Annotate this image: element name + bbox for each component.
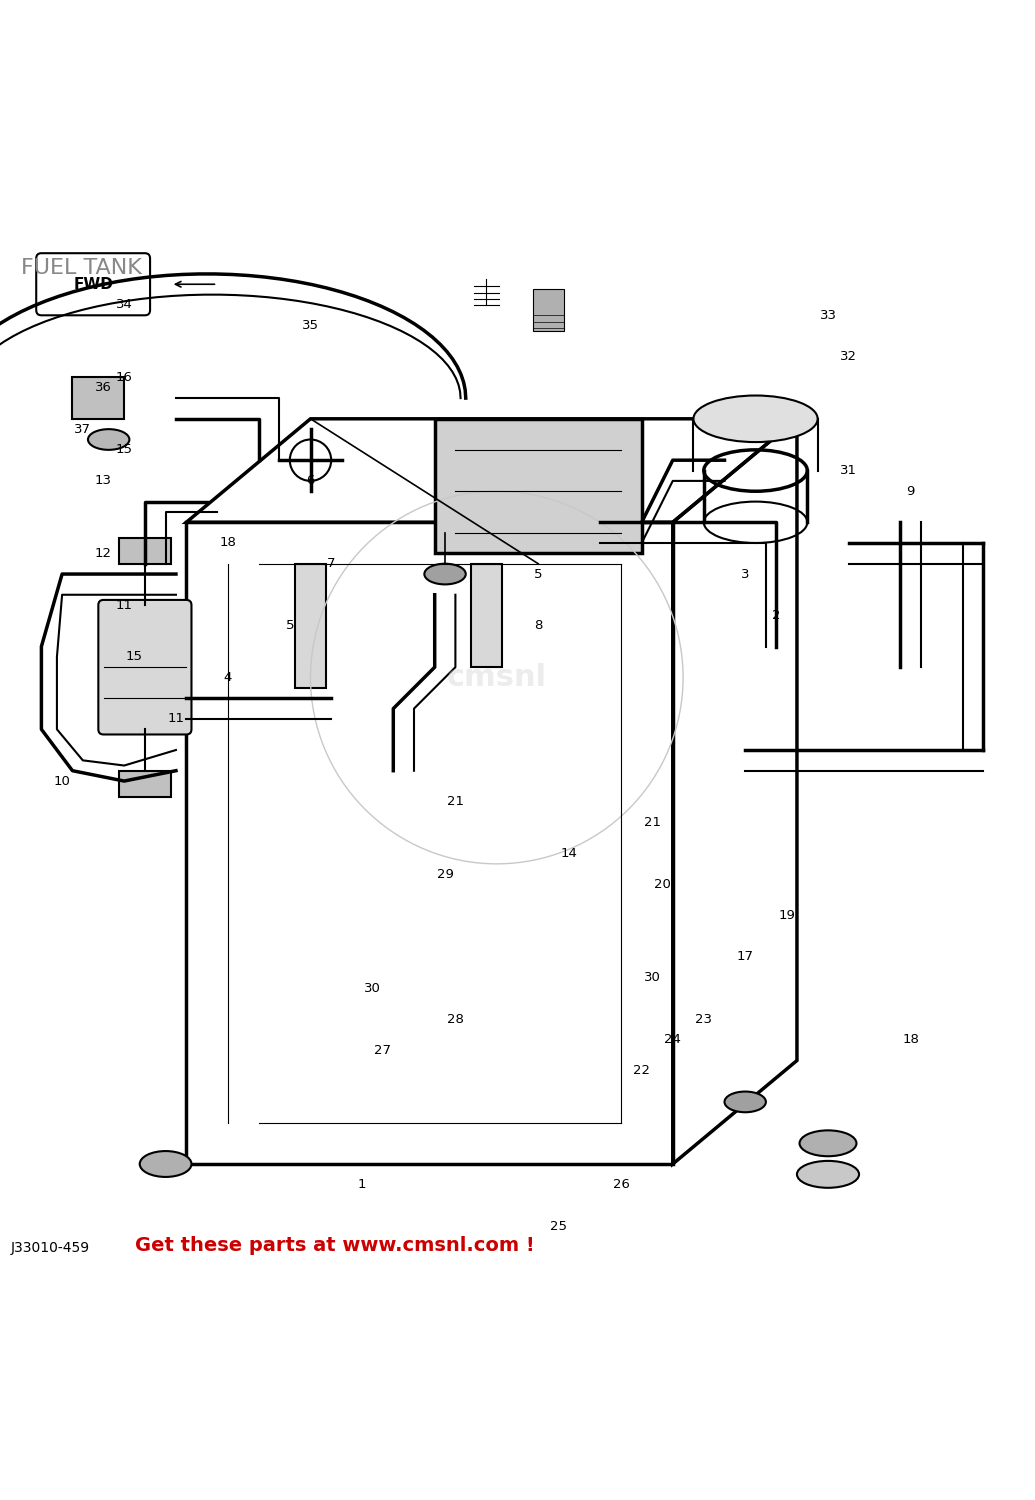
Text: 12: 12 [95, 548, 112, 560]
Text: J33010-459: J33010-459 [10, 1240, 89, 1256]
Text: 14: 14 [561, 847, 578, 859]
Text: 35: 35 [302, 320, 319, 332]
Text: 22: 22 [633, 1065, 650, 1077]
Text: 37: 37 [75, 423, 91, 435]
Text: 17: 17 [737, 951, 753, 963]
Bar [435, 419, 642, 554]
Text: 32: 32 [840, 350, 857, 363]
Ellipse shape [693, 396, 818, 442]
Text: 5: 5 [286, 620, 294, 633]
Text: 24: 24 [664, 1034, 681, 1047]
Text: 4: 4 [224, 670, 232, 684]
Text: 11: 11 [116, 598, 132, 612]
Text: 34: 34 [116, 298, 132, 312]
Text: 11: 11 [168, 712, 184, 726]
Text: 1: 1 [358, 1178, 366, 1191]
Bar [295, 564, 326, 688]
Text: 27: 27 [375, 1044, 391, 1056]
Text: 18: 18 [903, 1034, 919, 1047]
Bar [72, 378, 124, 419]
Text: 15: 15 [126, 651, 143, 663]
Ellipse shape [424, 564, 466, 585]
Text: Get these parts at www.cmsnl.com !: Get these parts at www.cmsnl.com ! [135, 1236, 534, 1256]
Text: 21: 21 [447, 795, 464, 808]
Text: 8: 8 [534, 620, 542, 633]
Text: 31: 31 [840, 464, 857, 477]
Text: 6: 6 [306, 474, 315, 488]
Text: 7: 7 [327, 556, 335, 570]
Bar [533, 290, 564, 332]
Bar [119, 538, 171, 564]
Ellipse shape [797, 1161, 859, 1188]
Ellipse shape [140, 1150, 191, 1178]
Text: 36: 36 [95, 381, 112, 394]
Ellipse shape [724, 1092, 766, 1113]
Text: 23: 23 [696, 1013, 712, 1026]
Text: FWD: FWD [73, 276, 113, 291]
Text: FUEL TANK: FUEL TANK [21, 258, 142, 279]
Text: 20: 20 [654, 878, 671, 891]
Text: 9: 9 [907, 484, 915, 498]
Text: 3: 3 [741, 567, 749, 580]
Text: 25: 25 [551, 1220, 567, 1233]
Text: 21: 21 [644, 816, 660, 830]
Ellipse shape [799, 1131, 856, 1156]
Text: 5: 5 [534, 567, 542, 580]
Text: 29: 29 [437, 867, 453, 880]
Text: 16: 16 [116, 370, 132, 384]
Text: 19: 19 [778, 909, 795, 922]
Text: 26: 26 [613, 1178, 629, 1191]
Text: 13: 13 [95, 474, 112, 488]
Text: 30: 30 [364, 981, 381, 994]
Text: 18: 18 [219, 537, 236, 549]
Text: 33: 33 [820, 309, 836, 322]
Bar [119, 771, 171, 796]
Text: 30: 30 [644, 970, 660, 984]
Text: 15: 15 [116, 444, 132, 456]
FancyBboxPatch shape [36, 254, 150, 315]
Text: 28: 28 [447, 1013, 464, 1026]
Text: 2: 2 [772, 609, 780, 622]
Bar [471, 564, 502, 668]
Text: 10: 10 [54, 774, 70, 788]
Ellipse shape [88, 429, 129, 450]
FancyBboxPatch shape [98, 600, 191, 735]
Text: cmsnl: cmsnl [447, 663, 546, 692]
